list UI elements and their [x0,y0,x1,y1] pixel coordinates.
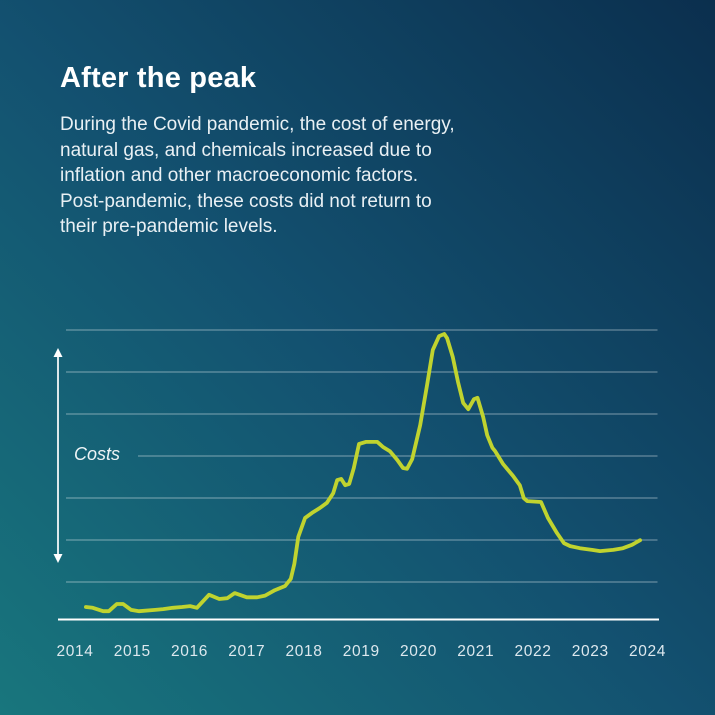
y-axis-label: Costs [74,444,121,464]
x-tick-label: 2017 [228,643,265,660]
page-title: After the peak [60,62,257,94]
x-tick-label: 2024 [629,643,666,660]
x-tick-label: 2020 [400,643,437,660]
x-tick-label: 2023 [572,643,609,660]
x-tick-label: 2014 [57,643,94,660]
x-tick-label: 2015 [114,643,151,660]
arrow-up-icon [53,348,63,357]
x-tick-label: 2022 [515,643,552,660]
x-tick-label: 2021 [457,643,494,660]
cost-line-series [84,332,642,614]
arrow-down-icon [53,554,63,563]
x-tick-label: 2018 [286,643,323,660]
description-text: During the Covid pandemic, the cost of e… [60,114,455,237]
x-tick-label: 2019 [343,643,380,660]
x-tick-label: 2016 [171,643,208,660]
